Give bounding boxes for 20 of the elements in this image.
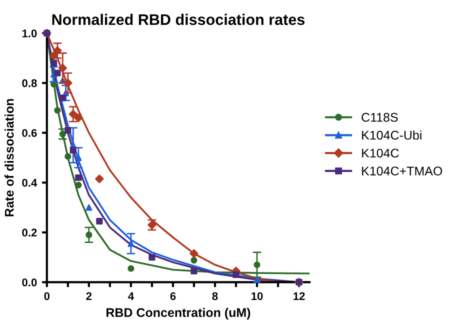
x-tick-label: 0 (44, 292, 50, 300)
y-tick-label: 0.6 (22, 129, 37, 137)
x-tick-label: 12 (294, 292, 305, 300)
y-tick-label: 0.0 (22, 278, 37, 286)
x-tick-label: 6 (170, 292, 176, 300)
legend-label: K104C+TMAO (362, 166, 442, 176)
y-tick-label: 0.2 (22, 228, 37, 237)
legend-label: K104C (362, 148, 399, 158)
y-tick-label: 0.8 (22, 79, 37, 88)
y-tick-label: 1.0 (22, 29, 37, 38)
x-tick-label: 8 (212, 292, 218, 300)
legend-label: C118S (362, 112, 398, 122)
x-tick-label: 4 (128, 292, 134, 300)
x-axis-title: RBD Concentration (uM) (106, 308, 250, 320)
chart-title: Normalized RBD dissociation rates (52, 14, 305, 26)
x-tick-label: 2 (86, 292, 92, 300)
y-axis-title: Rate of dissociation (4, 99, 14, 216)
x-tick-label: 10 (252, 292, 263, 300)
y-tick-label: 0.4 (22, 178, 38, 187)
legend-label: K104C-Ubi (362, 130, 422, 140)
